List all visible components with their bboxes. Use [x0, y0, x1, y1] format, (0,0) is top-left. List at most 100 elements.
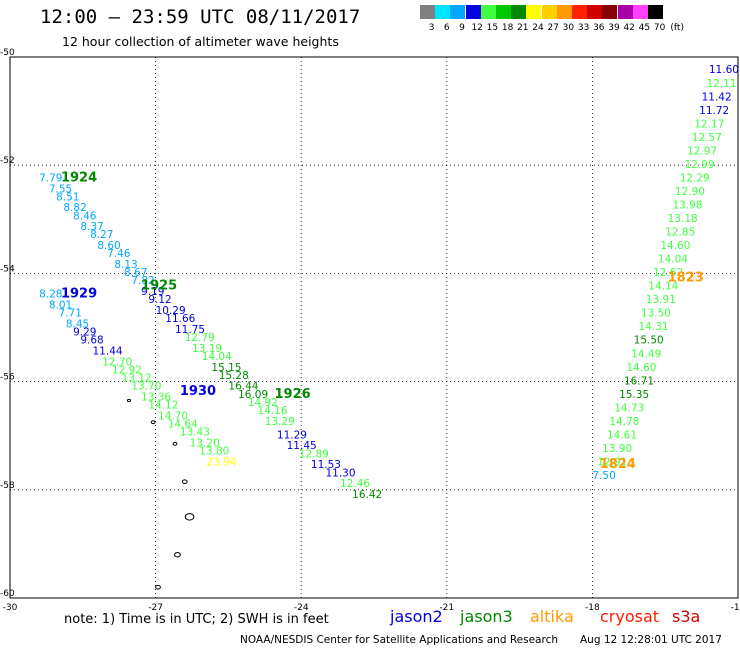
wave-height-value: 7.71 — [59, 308, 82, 320]
wave-height-value: 13.19 — [192, 343, 222, 355]
wave-height-value: 10.29 — [156, 305, 186, 317]
island-outline — [174, 552, 181, 558]
wave-height-value: 11.72 — [699, 105, 729, 117]
wave-height-value: 12.29 — [680, 172, 710, 184]
wave-height-value: 14.60 — [626, 362, 656, 374]
credit-text: NOAA/NESDIS Center for Satellite Applica… — [240, 634, 558, 646]
legend-swatch-15 — [480, 5, 496, 19]
wave-height-value: 8.28 — [39, 289, 62, 301]
wave-height-value: 15.15 — [211, 362, 241, 374]
legend-label-33: 33 — [577, 23, 590, 33]
legend-label-18: 18 — [501, 23, 514, 33]
wave-height-value: 11.44 — [93, 346, 123, 358]
legend-swatch-30 — [556, 5, 572, 19]
wave-height-value: 8.82 — [63, 202, 86, 214]
map-title: 12:00 – 23:59 UTC 08/11/2017 — [40, 6, 361, 28]
wave-height-value: 11.60 — [709, 64, 739, 76]
island-outline — [181, 479, 188, 484]
lon-tick-label: -21 — [439, 603, 454, 613]
wave-height-value: 12.90 — [675, 186, 705, 198]
lat-tick-label: -60 — [0, 589, 15, 599]
lat-tick-label: -58 — [0, 481, 15, 491]
wave-height-value: 7.46 — [107, 248, 131, 260]
legend-swatch-70 — [648, 5, 663, 19]
track-time-label: 1824 — [600, 457, 636, 472]
wave-height-value: 8.01 — [49, 300, 72, 312]
wave-height-value: 8.37 — [80, 221, 103, 233]
wave-height-value: 12.11 — [706, 78, 736, 90]
legend-swatch-3 — [420, 5, 435, 19]
wave-height-value: 14.64 — [168, 419, 198, 431]
satellite-label-jason2: jason2 — [390, 607, 443, 626]
legend-swatch-24 — [526, 5, 542, 19]
wave-height-value: 13.98 — [672, 199, 702, 211]
footer-note: note: 1) Time is in UTC; 2) SWH is in fe… — [64, 612, 329, 627]
wave-height-value: 13.20 — [190, 438, 220, 450]
legend-swatch-27 — [541, 5, 557, 19]
track-time-label: 1926 — [275, 387, 311, 402]
wave-height-value: 11.45 — [287, 440, 317, 452]
wave-height-value: 13.12 — [122, 373, 152, 385]
wave-height-value: 12.97 — [687, 145, 717, 157]
wave-height-value: 7.55 — [49, 183, 72, 195]
lat-tick-label: -52 — [0, 156, 15, 166]
wave-height-value: 8.51 — [56, 191, 79, 203]
legend-label-12: 12 — [471, 23, 483, 33]
wave-height-value: 7.79 — [39, 172, 62, 184]
satellite-label-jason3: jason3 — [460, 607, 513, 626]
lat-tick-label: -54 — [0, 264, 15, 274]
legend-swatch-9 — [450, 5, 466, 19]
island-outline — [126, 398, 131, 403]
track-time-label: 1930 — [180, 384, 216, 399]
wave-height-value: 13.36 — [141, 392, 171, 404]
legend-swatch-42 — [617, 5, 633, 19]
wave-height-value: 13.50 — [641, 308, 671, 320]
legend-label-36: 36 — [593, 23, 605, 33]
wave-height-value: 13.70 — [131, 381, 161, 393]
wave-height-value: 7.50 — [592, 470, 615, 482]
wave-height-value: 8.67 — [124, 267, 147, 279]
legend-label-27: 27 — [547, 23, 559, 33]
wave-height-value: 13.90 — [602, 443, 632, 455]
legend-swatch-21 — [511, 5, 527, 19]
satellite-label-altika: altika — [530, 607, 574, 626]
wave-height-value: 13.91 — [646, 294, 676, 306]
satellite-label-cryosat: cryosat — [600, 607, 660, 626]
wave-height-value: 12.70 — [102, 356, 132, 368]
wave-height-value: 23.94 — [207, 456, 237, 468]
wave-height-value: 11.29 — [277, 429, 307, 441]
wave-height-value: 12.92 — [112, 364, 142, 376]
legend-swatch-33 — [572, 5, 587, 19]
wave-height-value: 8.27 — [90, 229, 113, 241]
wave-height-value: 14.31 — [639, 321, 669, 333]
legend-label-30: 30 — [562, 23, 575, 33]
legend-swatch-12 — [465, 5, 481, 19]
wave-height-value: 13.29 — [265, 416, 295, 428]
wave-height-value: 15.50 — [634, 335, 664, 347]
wave-height-value: 14.73 — [614, 402, 644, 414]
wave-height-value: 16.44 — [228, 381, 258, 393]
legend-label-24: 24 — [532, 23, 544, 33]
wave-height-value: 16.71 — [624, 375, 654, 387]
satellite-label-s3a: s3a — [672, 607, 701, 626]
wave-height-value: 14.78 — [609, 416, 639, 428]
wave-height-value: 8.45 — [66, 319, 89, 331]
wave-height-value: 11.42 — [702, 91, 732, 103]
island-outline — [150, 420, 156, 425]
wave-height-value: 12.46 — [340, 478, 370, 490]
legend-unit: (ft) — [670, 23, 684, 33]
legend-label-6: 6 — [443, 23, 450, 33]
wave-height-value: 8.13 — [114, 259, 137, 271]
map-frame — [9, 56, 739, 599]
wave-height-value: 16.42 — [352, 489, 382, 501]
wave-height-value: 13.80 — [199, 446, 229, 458]
wave-height-value: 9.29 — [73, 327, 96, 339]
legend-swatch-6 — [435, 5, 451, 19]
wave-height-value: 14.60 — [660, 240, 690, 252]
wave-height-value: 8.46 — [73, 210, 97, 222]
track-time-label: 1924 — [61, 170, 97, 185]
legend-label-9: 9 — [459, 23, 465, 33]
legend-swatch-39 — [602, 5, 618, 19]
legend-label-42: 42 — [623, 23, 635, 33]
wave-height-value: 12.79 — [185, 332, 215, 344]
